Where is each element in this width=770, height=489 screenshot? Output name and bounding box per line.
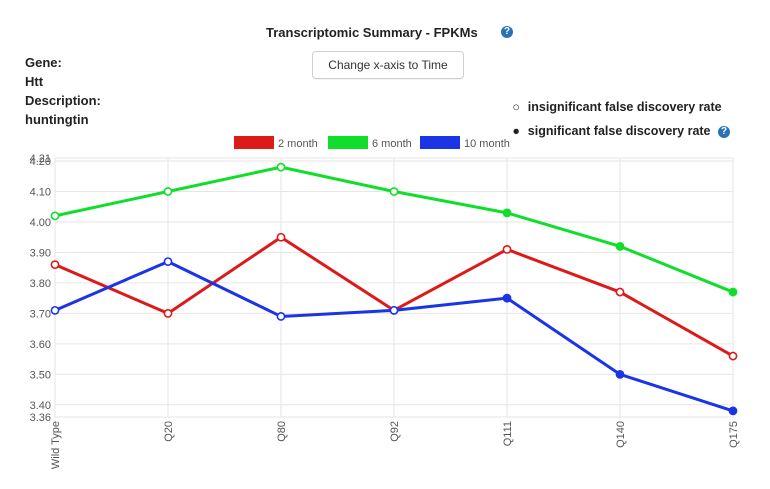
change-x-axis-button[interactable]: Change x-axis to Time — [312, 51, 464, 79]
fdr-insignificant-label: insignificant false discovery rate — [527, 100, 722, 114]
legend-swatch — [328, 136, 368, 149]
legend-label: 10 month — [464, 138, 510, 150]
y-tick-label: 3.36 — [30, 412, 51, 424]
y-tick-label: 3.70 — [30, 308, 51, 320]
data-point-insignificant — [276, 312, 286, 321]
data-point-insignificant — [389, 305, 399, 315]
description-label: Description: — [25, 93, 101, 108]
legend-swatch — [420, 136, 460, 149]
x-tick-label: Q92 — [389, 421, 401, 442]
fdr-significant-label: significant false discovery rate — [527, 124, 711, 138]
x-tick-label: Q175 — [728, 421, 740, 448]
data-point-insignificant — [50, 211, 60, 221]
data-point-insignificant — [276, 232, 286, 242]
title-help-icon[interactable]: ? — [501, 26, 513, 38]
data-point-significant — [615, 369, 625, 379]
legend-label: 6 month — [372, 138, 412, 150]
y-tick-label: 4.20 — [30, 156, 51, 168]
y-tick-label: 3.80 — [30, 278, 51, 290]
data-point-insignificant — [163, 308, 173, 318]
fdr-legend: ○ insignificant false discovery rate ● s… — [512, 95, 730, 143]
gene-value: Htt — [25, 74, 44, 89]
data-point-insignificant — [50, 305, 60, 315]
x-tick-label: Wild Type — [50, 421, 62, 469]
y-tick-label: 4.00 — [30, 217, 51, 229]
legend-label: 2 month — [278, 138, 318, 150]
data-point-insignificant — [163, 257, 173, 266]
fdr-legend-insignificant: ○ insignificant false discovery rate — [512, 95, 730, 119]
fdr-help-icon[interactable]: ? — [718, 126, 730, 138]
data-point-insignificant — [163, 187, 173, 196]
description-value: huntingtin — [25, 112, 89, 127]
data-point-significant — [502, 208, 512, 218]
data-point-insignificant — [276, 162, 286, 172]
y-tick-label: 3.90 — [30, 247, 51, 259]
x-tick-label: Q140 — [615, 421, 627, 448]
chart-title-text: Transcriptomic Summary - FPKMs — [266, 25, 478, 40]
y-tick-label: 3.60 — [30, 339, 51, 351]
data-point-significant — [728, 406, 738, 416]
fdr-legend-significant: ● significant false discovery rate ? — [512, 119, 730, 143]
gene-label: Gene: — [25, 55, 62, 70]
x-tick-label: Q20 — [163, 421, 175, 442]
filled-circle-icon: ● — [512, 124, 520, 138]
data-point-significant — [728, 287, 738, 297]
data-point-insignificant — [50, 260, 60, 270]
data-point-insignificant — [615, 287, 625, 297]
legend-swatch — [234, 136, 274, 149]
data-point-insignificant — [728, 351, 738, 361]
x-tick-label: Q80 — [276, 421, 288, 442]
open-circle-icon: ○ — [512, 100, 520, 114]
y-tick-label: 3.50 — [30, 369, 51, 381]
y-tick-label: 4.10 — [30, 187, 51, 199]
x-tick-label: Q111 — [502, 421, 514, 446]
gene-info: Gene: Htt Description: huntingtin — [25, 53, 101, 129]
y-tick-label: 3.40 — [30, 400, 51, 412]
data-point-significant — [615, 241, 625, 251]
y-tick-label: 4.21 — [30, 153, 51, 165]
data-point-significant — [502, 293, 512, 303]
data-point-insignificant — [502, 245, 512, 254]
data-point-insignificant — [389, 187, 399, 196]
chart-title: Transcriptomic Summary - FPKMs — [266, 25, 478, 40]
